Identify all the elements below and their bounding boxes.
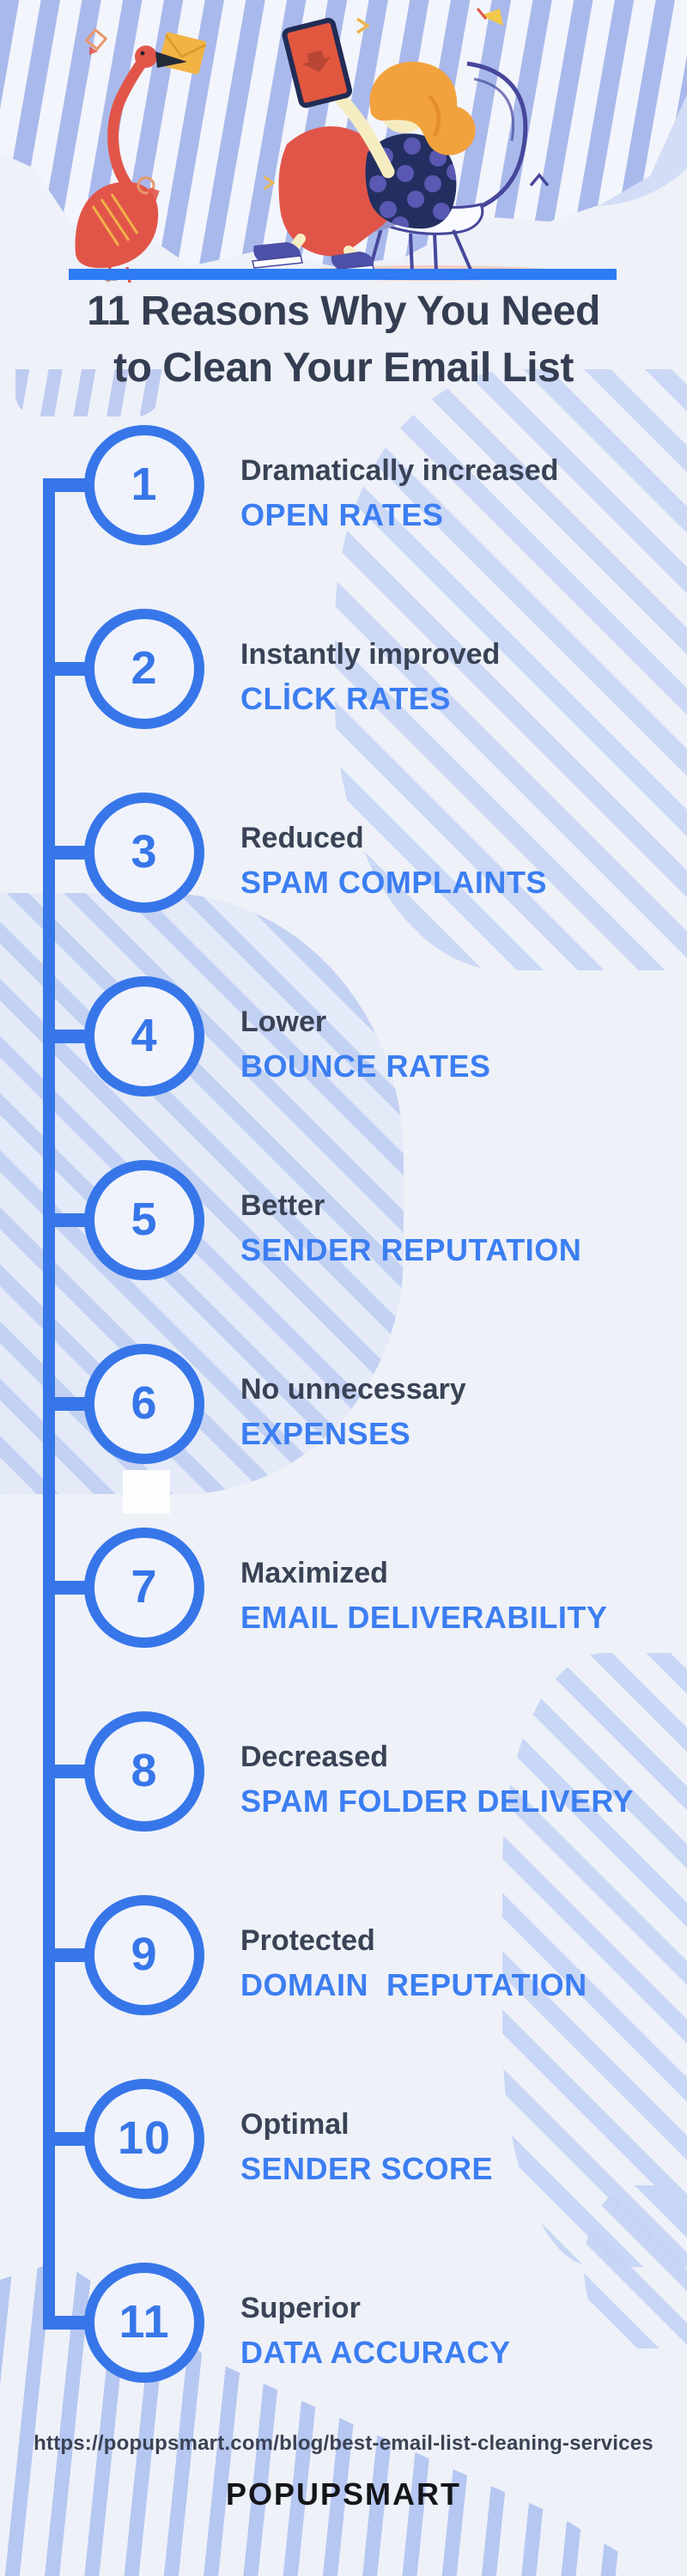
flamingo	[75, 32, 207, 283]
number-circle: 2	[84, 609, 204, 729]
item-highlight-text: CLİCK RATES	[240, 681, 451, 716]
connector-stub	[43, 1030, 94, 1043]
connector-stub	[43, 846, 94, 860]
item-highlight-text: SENDER SCORE	[240, 2151, 494, 2186]
seated-woman	[252, 17, 476, 276]
connector-stub	[43, 478, 94, 492]
title-line-1: 11 Reasons Why You Need	[87, 289, 600, 334]
item-number: 4	[131, 1010, 158, 1061]
envelope	[158, 32, 207, 75]
brand-logo: POPUPSMART	[225, 2476, 462, 2512]
flamingo-beak	[155, 52, 187, 68]
item-lead-text: Decreased	[240, 1741, 389, 1773]
item-highlight-text: SENDER REPUTATION	[240, 1232, 582, 1267]
connector-stub	[43, 1397, 94, 1411]
connector-stub	[43, 2132, 94, 2146]
tablet	[282, 17, 353, 108]
item-highlight-text: EXPENSES	[240, 1416, 411, 1451]
item-text: Protected DOMAIN REPUTATION	[240, 1921, 670, 2005]
item-highlight-text: EMAIL DELIVERABILITY	[240, 1600, 608, 1635]
item-lead-text: Superior	[240, 2292, 361, 2324]
number-circle: 6	[84, 1344, 204, 1464]
item-highlight-text: SPAM FOLDER DELIVERY	[240, 1783, 635, 1819]
item-number: 3	[131, 826, 158, 878]
number-circle: 4	[84, 976, 204, 1097]
item-text: Dramatically increased OPEN RATES	[240, 451, 670, 535]
item-highlight-text: BOUNCE RATES	[240, 1048, 491, 1084]
item-text: Superior DATA ACCURACY	[240, 2288, 670, 2372]
number-circle: 10	[84, 2079, 204, 2199]
number-circle: 1	[84, 425, 204, 545]
item-number: 11	[119, 2296, 170, 2348]
item-number: 1	[131, 459, 158, 510]
item-lead-text: Dramatically increased	[240, 454, 559, 487]
connector-stub	[43, 1765, 94, 1778]
hero-illustration	[75, 8, 567, 283]
item-lead-text: Protected	[240, 1924, 375, 1957]
item-lead-text: Maximized	[240, 1557, 388, 1589]
divider-bar	[69, 269, 617, 280]
item-lead-text: No unnecessary	[240, 1373, 466, 1406]
striped-blob-corner	[584, 2185, 687, 2348]
number-circle: 11	[84, 2263, 204, 2383]
item-highlight-text: OPEN RATES	[240, 497, 444, 532]
paper-scrap	[481, 9, 503, 26]
source-url: https://popupsmart.com/blog/best-email-l…	[33, 2432, 654, 2455]
connector-stub	[43, 2316, 94, 2330]
item-lead-text: Reduced	[240, 822, 364, 854]
wing-hatch	[91, 193, 139, 246]
number-circle: 7	[84, 1528, 204, 1648]
flamingo-neck	[107, 56, 149, 193]
item-highlight-text: DATA ACCURACY	[240, 2335, 511, 2370]
item-number: 7	[131, 1561, 158, 1613]
item-highlight-text: SPAM COMPLAINTS	[240, 865, 547, 900]
item-number: 10	[117, 2112, 172, 2164]
number-circle: 8	[84, 1711, 204, 1832]
item-number: 2	[131, 642, 158, 694]
page-title: 11 Reasons Why You Need to Clean Your Em…	[0, 283, 687, 397]
connector-stub	[43, 662, 94, 676]
flamingo-eye	[140, 51, 145, 56]
connector-stub	[43, 1581, 94, 1595]
connector-stub	[43, 1213, 94, 1227]
item-number: 6	[131, 1377, 158, 1429]
diamond-outline	[84, 27, 108, 52]
arm	[335, 93, 395, 179]
item-text: Decreased SPAM FOLDER DELIVERY	[240, 1737, 670, 1821]
item-text: Reduced SPAM COMPLAINTS	[240, 818, 670, 902]
item-text: Instantly improved CLİCK RATES	[240, 635, 670, 719]
item-number: 8	[131, 1745, 158, 1796]
striped-blob-right-top	[335, 369, 687, 970]
item-lead-text: Better	[240, 1189, 325, 1222]
caret-icon	[529, 173, 550, 187]
item-text: Optimal SENDER SCORE	[240, 2105, 670, 2189]
white-patch	[123, 1470, 170, 1514]
item-text: No unnecessary EXPENSES	[240, 1370, 670, 1454]
title-line-2: to Clean Your Email List	[113, 345, 574, 391]
item-text: Lower BOUNCE RATES	[240, 1002, 670, 1086]
connector-stub	[43, 1948, 94, 1962]
flamingo-head	[135, 46, 157, 68]
striped-blob-right-bottom	[502, 1653, 687, 2267]
item-lead-text: Instantly improved	[240, 638, 501, 671]
item-text: Better SENDER REPUTATION	[240, 1186, 670, 1270]
number-circle: 3	[84, 793, 204, 913]
item-number: 5	[131, 1194, 158, 1245]
hero-stripe-fragment	[15, 369, 161, 416]
hair	[369, 61, 476, 155]
chevron-icon	[356, 17, 371, 34]
decorative-shapes	[84, 8, 550, 281]
item-lead-text: Optimal	[240, 2108, 350, 2141]
chevron-icon	[264, 175, 276, 191]
item-lead-text: Lower	[240, 1005, 327, 1038]
circle-outline	[137, 176, 155, 195]
number-circle: 9	[84, 1895, 204, 2015]
item-highlight-text: DOMAIN REPUTATION	[240, 1967, 587, 2002]
item-text: Maximized EMAIL DELIVERABILITY	[240, 1553, 670, 1637]
item-number: 9	[131, 1929, 158, 1980]
number-circle: 5	[84, 1160, 204, 1280]
